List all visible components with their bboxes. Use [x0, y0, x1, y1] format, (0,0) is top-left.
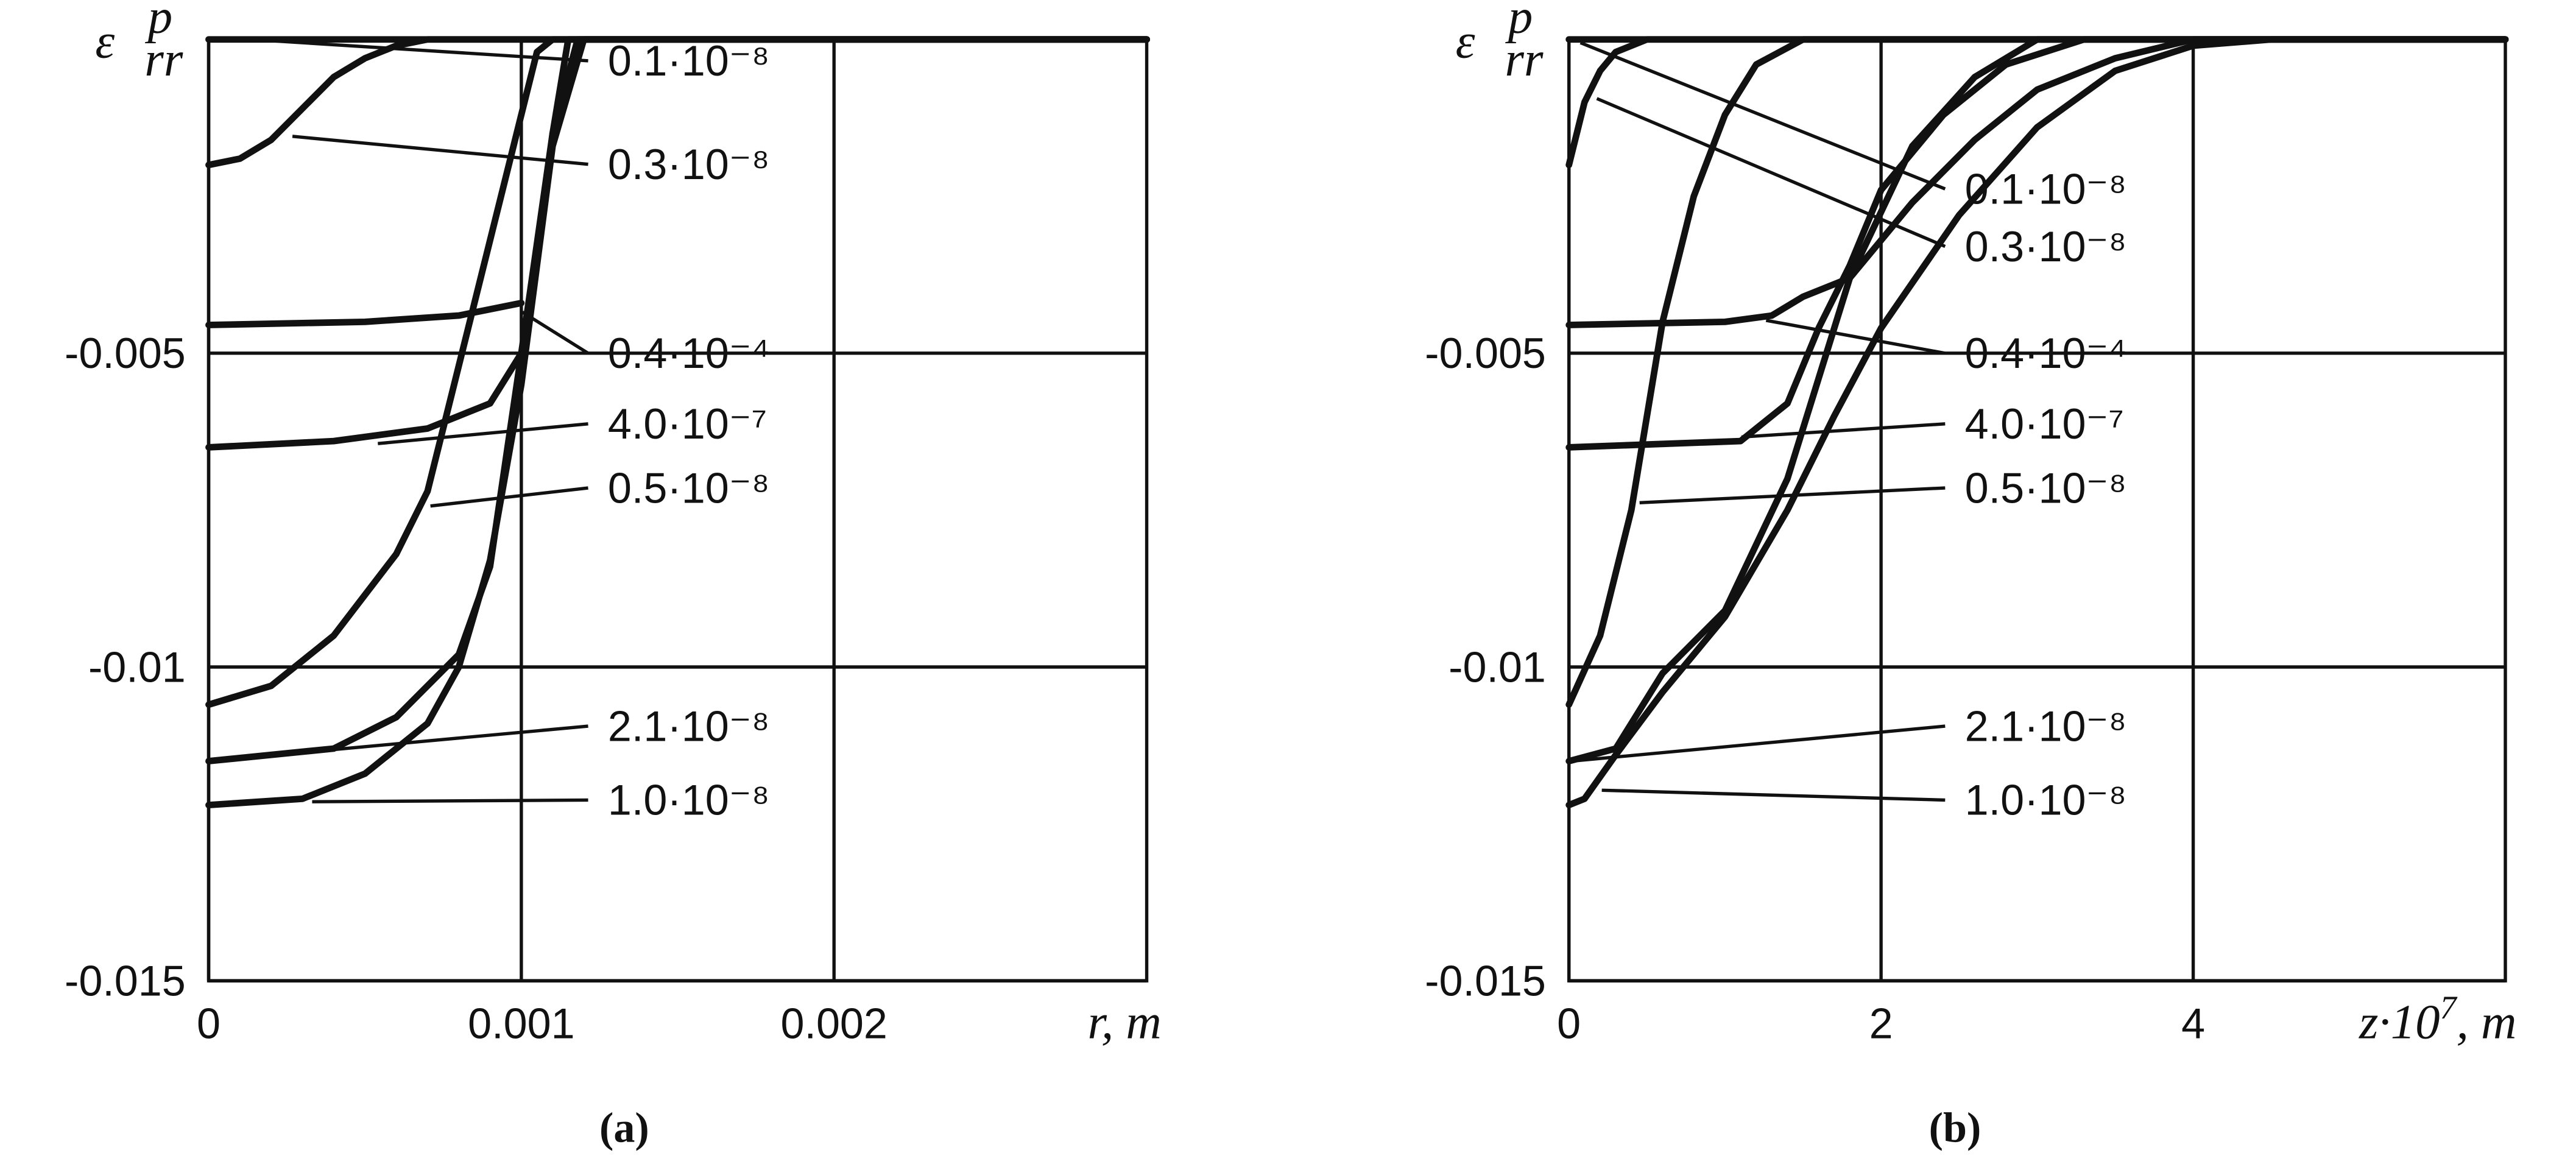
- curve: [1565, 36, 2509, 708]
- leader-line: [249, 38, 588, 63]
- y-axis-symbol: ε: [1456, 13, 1475, 68]
- curve: [1565, 36, 2509, 451]
- series-label: 0.4·10⁻⁴: [608, 330, 770, 377]
- y-axis-superscript: p: [1505, 0, 1533, 44]
- y-tick-label: -0.005: [1425, 330, 1546, 377]
- y-tick-label: -0.01: [1449, 643, 1546, 691]
- y-axis-symbol: ε: [95, 13, 115, 68]
- curve: [1565, 36, 2509, 809]
- curve: [205, 36, 1150, 451]
- curve: [1565, 36, 2509, 764]
- series-label: 1.0·10⁻⁸: [608, 777, 769, 824]
- leader-line: [521, 311, 589, 355]
- series-label: 4.0·10⁻⁷: [1965, 400, 2124, 448]
- series-label: 2.1·10⁻⁸: [608, 702, 769, 750]
- x-axis-label: z·107, m: [2359, 989, 2516, 1049]
- curve: [205, 36, 1150, 708]
- series-label: 0.3·10⁻⁸: [1965, 223, 2126, 270]
- y-tick-label: -0.005: [65, 330, 186, 377]
- series-label: 0.3·10⁻⁸: [608, 141, 769, 188]
- series-label: 2.1·10⁻⁸: [1965, 702, 2126, 750]
- curve: [1565, 36, 2509, 169]
- x-tick-label: 0.001: [468, 1000, 574, 1048]
- x-axis-label-text: r, m: [1087, 995, 1161, 1050]
- leader-line: [1576, 724, 1946, 763]
- x-tick-label: 0.002: [780, 1000, 887, 1048]
- y-tick-label: -0.01: [88, 643, 186, 691]
- x-axis-label-superscript: 7: [2440, 989, 2458, 1026]
- x-tick-label: 4: [2181, 1000, 2205, 1048]
- leader-line: [378, 422, 588, 445]
- leader-line: [312, 798, 588, 803]
- series-label: 0.4·10⁻⁴: [1965, 330, 2127, 377]
- y-axis-subscript: rr: [1505, 32, 1544, 86]
- curve: [205, 300, 525, 328]
- series-label: 0.1·10⁻⁸: [608, 37, 769, 85]
- leader-line: [1765, 319, 1946, 355]
- x-tick-label: 0: [1557, 1000, 1581, 1048]
- x-tick-label: 0: [197, 1000, 221, 1048]
- leader-line: [1579, 41, 1946, 191]
- x-axis-label-text: z·10: [2359, 995, 2440, 1050]
- y-axis-superscript: p: [145, 0, 172, 44]
- leader-line: [1741, 422, 1946, 439]
- series-label: 4.0·10⁻⁷: [608, 400, 767, 448]
- series-label: 1.0·10⁻⁸: [1965, 777, 2126, 824]
- x-axis-label: r, m: [1087, 995, 1161, 1050]
- x-tick-label: 2: [1869, 1000, 1893, 1048]
- y-tick-label: -0.015: [1425, 957, 1546, 1004]
- panel-caption: (a): [599, 1104, 649, 1151]
- leader-line: [1596, 97, 1946, 249]
- y-tick-label: -0.015: [65, 957, 186, 1004]
- curve: [1565, 36, 2509, 328]
- series-label: 0.5·10⁻⁸: [1965, 464, 2126, 512]
- series-label: 0.5·10⁻⁸: [608, 464, 769, 512]
- y-axis-subscript: rr: [144, 32, 183, 86]
- curve: [205, 36, 1150, 809]
- curve: [205, 36, 1150, 169]
- x-axis-label-suffix: , m: [2457, 995, 2517, 1050]
- leader-line: [1601, 788, 1946, 802]
- leader-line: [430, 486, 588, 508]
- panel-caption: (b): [1929, 1104, 1981, 1151]
- leader-line: [292, 135, 588, 166]
- series-label: 0.1·10⁻⁸: [1965, 165, 2126, 213]
